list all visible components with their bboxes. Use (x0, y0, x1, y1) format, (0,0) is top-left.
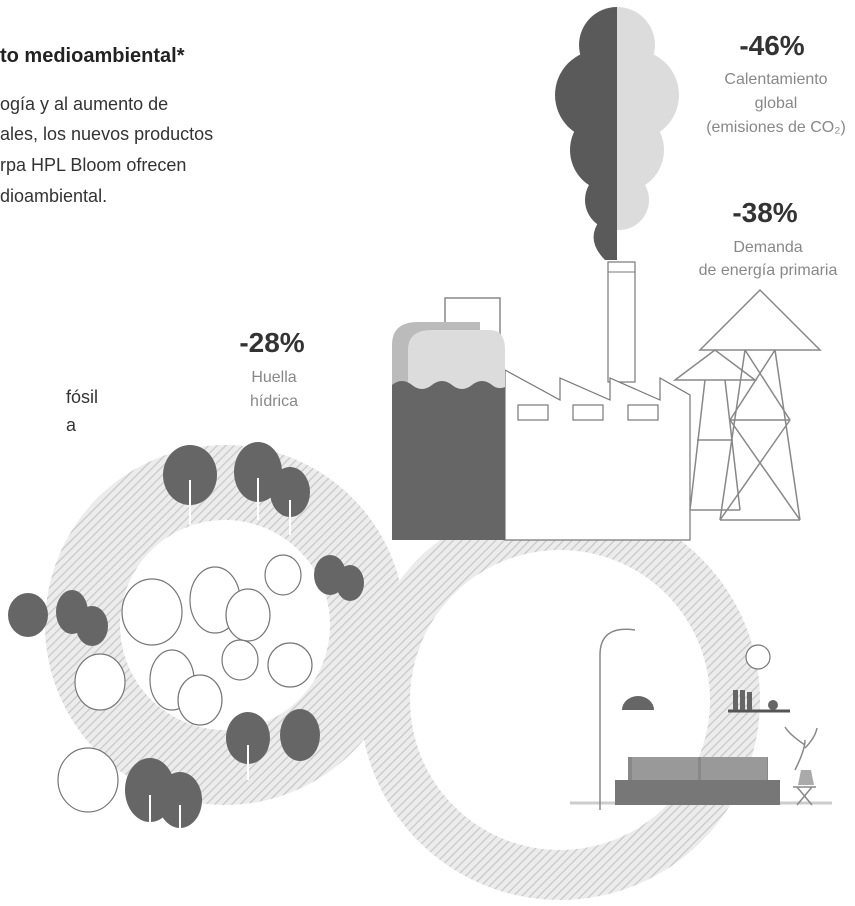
side-text: a (66, 415, 77, 435)
stat-value: -46% (739, 30, 804, 61)
cloud (555, 7, 679, 260)
living-room (570, 629, 832, 810)
intro-line: ogía y al aumento de (0, 94, 168, 114)
title: to medioambiental* (0, 45, 185, 67)
stat-value: -38% (732, 197, 797, 228)
stat-label: Calentamiento (724, 71, 827, 88)
factory (392, 262, 690, 540)
infographic: to medioambiental* ogía y al aumento de … (0, 0, 855, 906)
stat-label: global (755, 95, 798, 112)
stat-value: -28% (239, 327, 304, 358)
stat-label: hídrica (250, 393, 298, 410)
pylons (675, 290, 820, 520)
stat-label: Huella (251, 369, 296, 386)
intro-line: rpa HPL Bloom ofrecen (0, 155, 186, 175)
stat-label: Demanda (733, 239, 802, 256)
side-text: fósil (66, 387, 98, 407)
intro-line: ales, los nuevos productos (0, 124, 213, 144)
stat-label: de energía primaria (699, 262, 838, 279)
stat-label: (emisiones de CO₂) (706, 119, 846, 136)
ring-right (360, 500, 760, 900)
intro-line: dioambiental. (0, 186, 107, 206)
